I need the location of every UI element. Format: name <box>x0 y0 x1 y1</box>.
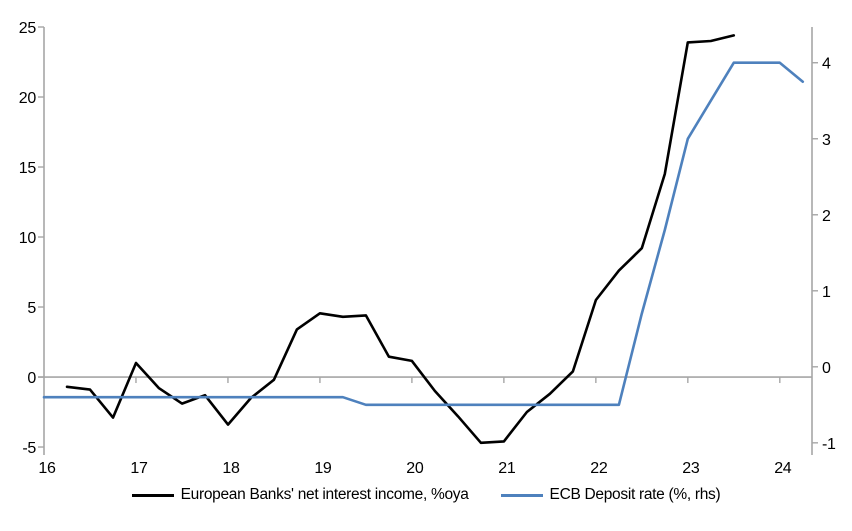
legend-item-nii: European Banks' net interest income, %oy… <box>131 486 469 504</box>
right-axis-tick-label: 1 <box>822 284 831 301</box>
left-axis-tick-label: 25 <box>19 20 37 37</box>
chart-legend: European Banks' net interest income, %oy… <box>0 486 852 504</box>
deposit-rate-line-swatch <box>500 493 543 497</box>
x-axis-tick-label: 21 <box>498 460 516 477</box>
right-axis-tick-label: 3 <box>822 132 831 149</box>
x-axis-tick-label: 18 <box>222 460 240 477</box>
left-axis-tick-label: -5 <box>22 440 36 457</box>
left-axis-tick-label: 15 <box>19 160 37 177</box>
x-axis-tick-label: 16 <box>38 460 56 477</box>
x-axis-tick-label: 20 <box>406 460 424 477</box>
x-axis-tick-label: 17 <box>130 460 148 477</box>
x-axis-tick-label: 24 <box>774 460 792 477</box>
x-axis-tick-label: 23 <box>682 460 700 477</box>
right-axis-tick-label: 4 <box>822 56 831 73</box>
x-axis-tick-label: 19 <box>314 460 332 477</box>
nii-series-line <box>65 34 736 445</box>
left-axis-tick-label: 0 <box>27 370 36 387</box>
right-axis-tick-label: -1 <box>822 436 836 453</box>
deposit-rate-legend-label: ECB Deposit rate (%, rhs) <box>549 486 721 503</box>
nii-legend-label: European Banks' net interest income, %oy… <box>180 486 469 503</box>
left-axis-tick-label: 10 <box>19 230 37 247</box>
legend-item-deposit-rate: ECB Deposit rate (%, rhs) <box>500 486 721 504</box>
left-axis-tick-label: 5 <box>27 300 36 317</box>
right-axis-tick-label: 0 <box>822 360 831 377</box>
left-axis-tick-label: 20 <box>19 90 37 107</box>
ecb-deposit-rate-line <box>42 61 805 407</box>
nii-line-swatch <box>131 493 174 497</box>
x-axis-tick-label: 22 <box>590 460 608 477</box>
right-axis-tick-label: 2 <box>822 208 831 225</box>
